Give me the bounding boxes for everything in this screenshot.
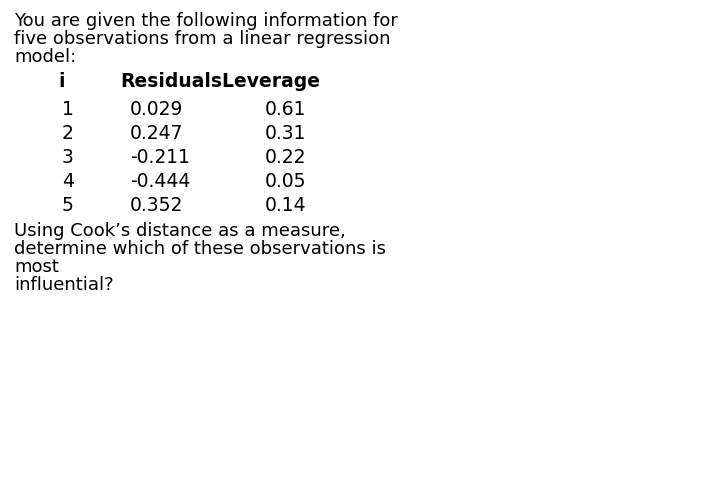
Text: determine which of these observations is: determine which of these observations is — [14, 240, 386, 258]
Text: i: i — [58, 72, 65, 91]
Text: five observations from a linear regression: five observations from a linear regressi… — [14, 30, 390, 48]
Text: 4: 4 — [62, 172, 74, 191]
Text: -0.211: -0.211 — [130, 148, 190, 167]
Text: 2: 2 — [62, 124, 74, 143]
Text: -0.444: -0.444 — [130, 172, 190, 191]
Text: model:: model: — [14, 48, 76, 66]
Text: 0.61: 0.61 — [265, 100, 307, 119]
Text: 0.31: 0.31 — [265, 124, 307, 143]
Text: 0.247: 0.247 — [130, 124, 184, 143]
Text: 0.22: 0.22 — [265, 148, 307, 167]
Text: influential?: influential? — [14, 276, 114, 294]
Text: 1: 1 — [62, 100, 74, 119]
Text: ResidualsLeverage: ResidualsLeverage — [120, 72, 320, 91]
Text: 5: 5 — [62, 196, 74, 215]
Text: 0.352: 0.352 — [130, 196, 184, 215]
Text: 3: 3 — [62, 148, 74, 167]
Text: Using Cook’s distance as a measure,: Using Cook’s distance as a measure, — [14, 222, 346, 240]
Text: You are given the following information for: You are given the following information … — [14, 12, 398, 30]
Text: 0.029: 0.029 — [130, 100, 184, 119]
Text: 0.05: 0.05 — [265, 172, 307, 191]
Text: 0.14: 0.14 — [265, 196, 307, 215]
Text: most: most — [14, 258, 59, 276]
